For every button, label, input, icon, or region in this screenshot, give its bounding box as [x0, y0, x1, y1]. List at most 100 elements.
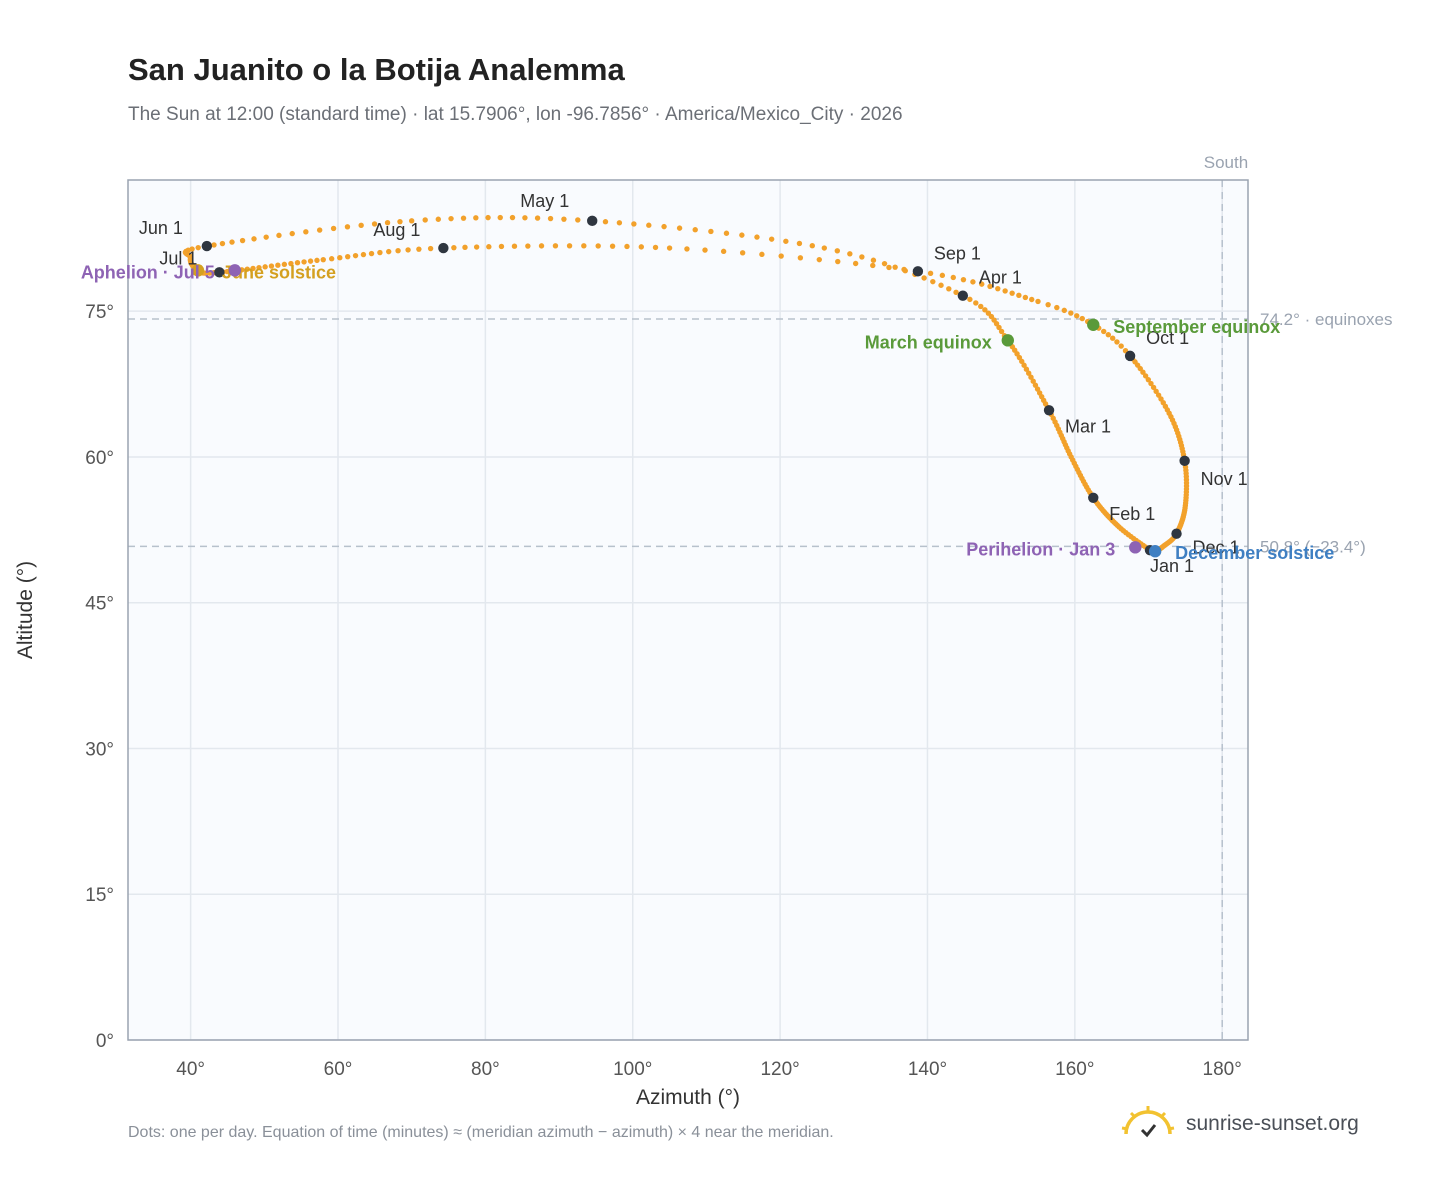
event-label: June solstice [222, 262, 336, 282]
daily-dot [930, 278, 936, 285]
daily-dot [320, 256, 326, 263]
event-marker [1001, 334, 1014, 347]
daily-dot [250, 265, 256, 272]
event-marker [1129, 541, 1142, 554]
daily-dot [316, 227, 323, 233]
event-marker [1087, 318, 1100, 331]
month-marker-label: May 1 [520, 191, 569, 211]
daily-dot [538, 243, 545, 249]
month-marker [214, 267, 225, 278]
daily-dot [427, 245, 434, 252]
daily-dot [783, 238, 789, 244]
x-tick-label: 60° [324, 1059, 353, 1080]
daily-dot [397, 218, 403, 225]
daily-dot [360, 251, 367, 258]
daily-dot [1109, 335, 1116, 341]
plot-frame [127, 179, 1249, 1041]
x-tick-label: 120° [760, 1059, 799, 1080]
daily-dot [352, 252, 359, 259]
daily-dot [1068, 310, 1074, 316]
daily-dot [652, 244, 659, 251]
daily-dot [561, 216, 567, 222]
daily-dot [1118, 343, 1124, 349]
daily-dot [676, 225, 683, 231]
daily-dot [1030, 378, 1036, 384]
x-tick-label: 160° [1055, 1059, 1094, 1080]
daily-dot [982, 307, 988, 313]
month-marker-label: Oct 1 [1146, 328, 1189, 348]
daily-dot [998, 328, 1005, 335]
x-tick-label: 100° [613, 1059, 652, 1080]
month-marker-label: Sep 1 [934, 243, 981, 263]
daily-dot [646, 222, 652, 228]
daily-dot [268, 263, 275, 269]
y-axis-label: Altitude (°) [14, 561, 37, 659]
month-marker-label: Apr 1 [979, 268, 1022, 288]
x-tick-label: 180° [1203, 1059, 1242, 1080]
daily-dot [1045, 301, 1051, 308]
daily-dot [1074, 313, 1080, 319]
daily-dot [987, 283, 993, 290]
daily-dot [575, 217, 581, 223]
month-marker [1124, 350, 1136, 362]
brand[interactable]: sunrise-sunset.org [1120, 1104, 1359, 1144]
daily-dot [1140, 369, 1146, 375]
x-tick-label: 40° [176, 1059, 205, 1080]
month-marker [912, 266, 924, 277]
daily-dot [870, 262, 876, 269]
daily-dot [534, 215, 541, 221]
daily-dot [768, 236, 775, 242]
daily-dot [314, 257, 320, 264]
daily-dot [473, 244, 480, 250]
daily-dot [511, 243, 518, 249]
daily-dot [1023, 366, 1030, 372]
daily-dot [195, 244, 201, 251]
daily-dot [595, 243, 601, 249]
daily-dot [835, 258, 841, 265]
daily-dot [1114, 339, 1120, 345]
y-tick-label: 0° [96, 1031, 114, 1052]
daily-dot [256, 264, 262, 271]
daily-dot [847, 251, 853, 257]
daily-dot [739, 232, 745, 238]
daily-dot [946, 286, 952, 292]
daily-dot [1022, 294, 1029, 301]
daily-dot [1035, 298, 1041, 305]
daily-dot [609, 243, 616, 249]
daily-dot [921, 275, 927, 281]
daily-dot [1150, 384, 1157, 391]
reference-line-label: 50.8° (−23.4°) [1260, 537, 1366, 556]
daily-dot [416, 246, 422, 252]
south-label: South [1204, 153, 1248, 172]
daily-dot [522, 215, 528, 221]
daily-dot [834, 248, 841, 254]
daily-dot [1016, 292, 1022, 299]
daily-dot [547, 215, 554, 222]
daily-dot [368, 250, 375, 257]
daily-dot [330, 225, 337, 232]
daily-dot [1079, 315, 1085, 322]
daily-dot [967, 296, 973, 303]
daily-dot [797, 255, 804, 261]
month-markers: Jan 1 Feb 1 Mar 1 Apr 1 May 1 Jun 1 Jul 1 Aug 1… [139, 191, 1248, 576]
daily-dot [229, 239, 235, 245]
footnote: Dots: one per day. Equation of time (min… [128, 1124, 834, 1141]
month-marker [1179, 455, 1190, 467]
daily-dot [462, 244, 468, 251]
daily-dot [886, 264, 892, 271]
daily-dot [473, 215, 479, 221]
reference-lines: South 74.2° · equinoxes 50.8° (−23.4°) [128, 153, 1393, 1040]
daily-dot [624, 243, 630, 250]
daily-dot [970, 279, 976, 285]
y-tick-label: 15° [85, 885, 114, 906]
daily-dot [1009, 290, 1015, 296]
daily-dot [778, 253, 784, 259]
event-label: September equinox [1113, 317, 1280, 337]
daily-dot [384, 220, 391, 226]
daily-dot [328, 256, 335, 262]
event-label: March equinox [865, 332, 992, 352]
daily-dot [939, 272, 946, 279]
daily-dot [1032, 382, 1039, 388]
x-tick-label: 80° [471, 1059, 500, 1080]
